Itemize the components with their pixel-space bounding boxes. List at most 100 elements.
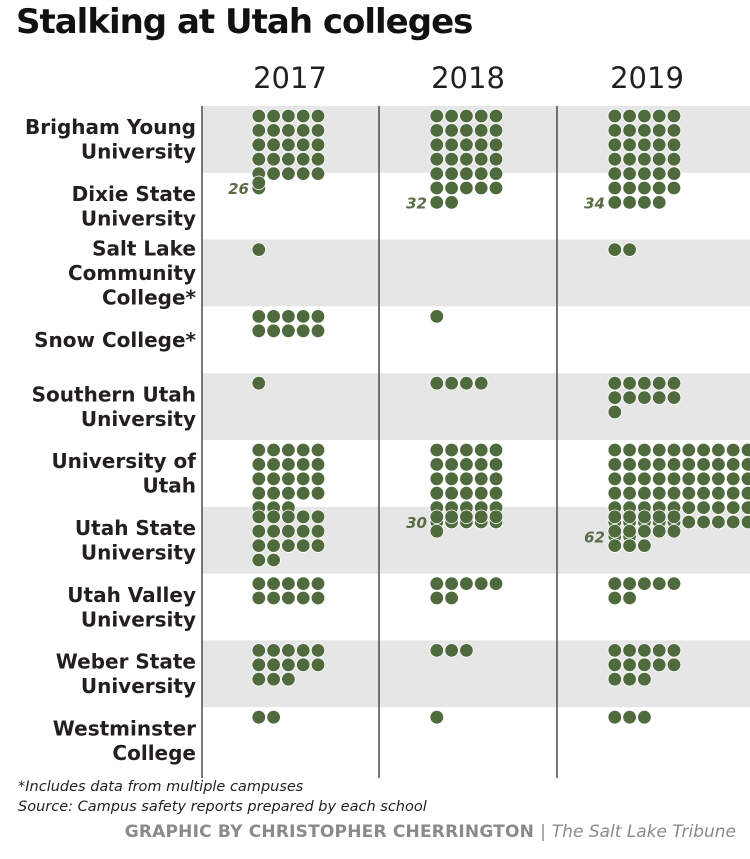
source-note: Source: Campus safety reports prepared b… (18, 799, 427, 815)
incident-dot (681, 486, 697, 501)
incident-dot (281, 442, 296, 458)
incident-dot (444, 376, 459, 391)
credit-byline: GRAPHIC BY CHRISTOPHER CHERRINGTON (124, 822, 535, 842)
school-label: Salt Lake Community College* (68, 237, 197, 310)
incident-dot (637, 576, 652, 591)
incident-dot (696, 500, 711, 515)
incident-dot (310, 309, 326, 324)
incident-dot (429, 309, 445, 324)
incident-dot (429, 376, 445, 391)
incident-dot (622, 180, 637, 196)
incident-dot (666, 576, 682, 591)
incident-dot (444, 195, 459, 210)
incident-dot (281, 137, 296, 153)
incident-dot (296, 471, 311, 487)
incident-dot (622, 672, 637, 687)
incident-dot (251, 576, 266, 591)
school-label: Utah Valley University (67, 583, 196, 632)
incident-dot (444, 590, 459, 606)
incident-dot (444, 509, 459, 525)
incident-dot (281, 672, 296, 687)
incident-dot (459, 123, 474, 138)
incident-dot (459, 108, 474, 124)
incident-dot (281, 524, 296, 539)
incident-dot (266, 457, 281, 472)
incident-dot (429, 137, 445, 153)
incident-dot (711, 486, 726, 501)
incident-dot (666, 376, 682, 391)
incident-dot (429, 576, 445, 591)
incident-dot (726, 514, 741, 530)
incident-dot (652, 166, 667, 181)
incident-dot (429, 195, 445, 210)
incident-dot (488, 486, 504, 501)
incident-dot (607, 538, 623, 553)
incident-dot (266, 657, 281, 673)
incident-dot (310, 323, 326, 339)
incident-dot (251, 323, 266, 339)
incident-dot (622, 509, 637, 525)
incident-dot (622, 590, 637, 606)
incident-dot (310, 657, 326, 673)
incident-dot (637, 151, 652, 167)
incident-dot (459, 137, 474, 153)
footnote: *Includes data from multiple campuses (18, 779, 304, 795)
incident-dot (740, 486, 750, 501)
incident-dot (696, 442, 711, 458)
count-label: 26 (228, 180, 249, 198)
incident-dot (474, 442, 489, 458)
incident-dot (266, 442, 281, 458)
incident-dot (681, 457, 697, 472)
incident-dot (652, 442, 667, 458)
incident-dot (652, 657, 667, 673)
incident-dot (310, 643, 326, 658)
incident-dot (310, 457, 326, 472)
incident-dot (607, 376, 623, 391)
incident-dot (266, 137, 281, 153)
incident-dot (637, 710, 652, 725)
incident-dot (696, 486, 711, 501)
incident-dot (666, 108, 682, 124)
school-label: Snow College* (34, 328, 196, 352)
incident-dot (444, 576, 459, 591)
incident-dot (266, 538, 281, 553)
incident-dot (711, 514, 726, 530)
incident-dot (266, 672, 281, 687)
incident-dot (281, 166, 296, 181)
incident-dot (251, 471, 266, 487)
incident-dot (310, 590, 326, 606)
incident-dot (711, 457, 726, 472)
incident-dot (652, 180, 667, 196)
incident-dot (637, 195, 652, 210)
incident-dot (607, 471, 623, 487)
incident-dot (652, 137, 667, 153)
incident-dot (429, 151, 445, 167)
incident-dot (607, 657, 623, 673)
incident-dot (637, 442, 652, 458)
incident-dot (740, 471, 750, 486)
incident-dot (251, 509, 266, 525)
incident-dot (488, 137, 504, 153)
incident-dot (444, 166, 459, 181)
incident-dot (637, 538, 652, 553)
incident-dot (266, 108, 281, 124)
incident-dot (266, 643, 281, 658)
incident-dot (711, 442, 726, 458)
incident-dot (459, 151, 474, 167)
incident-dot (429, 166, 445, 181)
incident-dot (296, 576, 311, 591)
incident-dot (266, 471, 281, 487)
credit-line: GRAPHIC BY CHRISTOPHER CHERRINGTON | The S… (125, 822, 736, 842)
incident-dot (622, 151, 637, 167)
count-label: 32 (406, 194, 427, 212)
incident-dot (488, 123, 504, 138)
incident-dot (251, 442, 266, 458)
incident-dot (681, 471, 697, 487)
incident-dot (429, 486, 445, 501)
incident-dot (266, 309, 281, 324)
incident-dot (296, 323, 311, 339)
incident-dot (296, 643, 311, 658)
chart-title: Stalking at Utah colleges (16, 2, 473, 42)
incident-dot (474, 486, 489, 501)
incident-dot (622, 710, 637, 725)
